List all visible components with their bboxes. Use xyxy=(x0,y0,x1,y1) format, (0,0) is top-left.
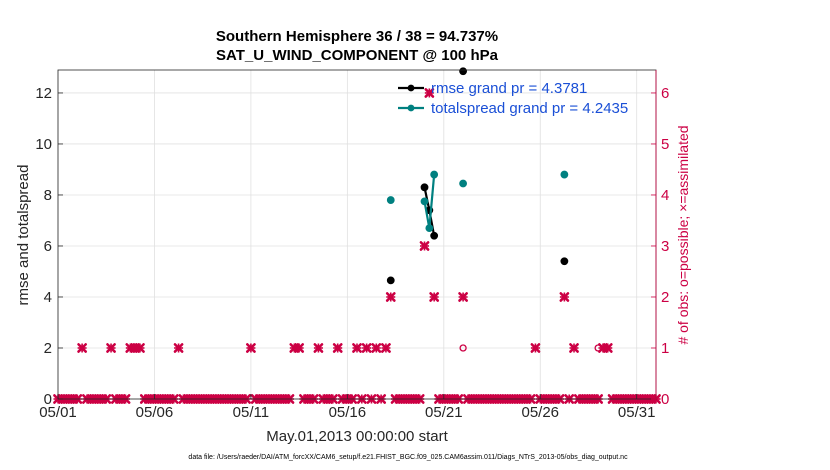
y-left-tick-label: 6 xyxy=(44,238,52,255)
chart-title-line1: Southern Hemisphere 36 / 38 = 94.737% xyxy=(216,28,498,45)
obs-assimilated-marker xyxy=(530,343,541,353)
x-tick-label: 05/11 xyxy=(233,404,269,421)
rmse-point xyxy=(430,231,439,240)
legend-rmse-label: rmse grand pr = 4.3781 xyxy=(431,80,587,97)
obs-assimilated-marker xyxy=(352,343,362,353)
x-axis-label: May.01,2013 00:00:00 start xyxy=(266,428,448,445)
obs-assimilated-marker xyxy=(361,343,372,353)
obs-assimilated-marker xyxy=(173,343,184,353)
legend-totalspread-label: totalspread grand pr = 4.2435 xyxy=(431,100,628,117)
obs-assimilated-marker xyxy=(294,343,305,353)
x-tick-label: 05/01 xyxy=(39,404,77,421)
y-axis-right: 0 1 2 3 4 5 6 xyxy=(651,85,669,408)
obs-possible-marker xyxy=(594,344,602,352)
obs-assimilated-marker xyxy=(106,343,116,353)
legend: rmse grand pr = 4.3781 totalspread grand … xyxy=(398,80,628,117)
totalspread-point xyxy=(386,196,395,204)
data-file-footnote: data file: /Users/raeder/DAI/ATM_forcXX/… xyxy=(188,454,628,461)
obs-assimilated-marker xyxy=(559,292,570,302)
y-right-tick-label: 4 xyxy=(661,187,669,204)
totalspread-point xyxy=(459,179,467,188)
x-tick-label: 05/06 xyxy=(136,404,174,421)
y-axis-right-label: # of obs: o=possible; ×=assimilated xyxy=(675,125,691,344)
totalspread-point xyxy=(425,224,434,233)
x-tick-label: 05/21 xyxy=(425,404,463,421)
x-tick-label: 05/26 xyxy=(521,404,559,421)
y-right-tick-label: 1 xyxy=(661,340,669,357)
y-right-tick-label: 5 xyxy=(661,136,669,153)
rmse-point xyxy=(420,183,429,192)
obs-assimilated-marker xyxy=(77,343,88,353)
y-left-tick-label: 0 xyxy=(44,391,52,408)
y-right-tick-label: 3 xyxy=(661,238,669,255)
obs-assimilated-marker xyxy=(313,343,324,353)
obs-possible-marker xyxy=(459,344,467,352)
obs-assimilated-marker xyxy=(458,292,468,302)
obs-assimilated-marker xyxy=(429,292,440,302)
y-right-tick-label: 0 xyxy=(661,391,669,408)
y-left-tick-label: 12 xyxy=(35,85,52,102)
y-axis-left-label: rmse and totalspread xyxy=(15,165,32,306)
rmse-point xyxy=(459,67,467,76)
totalspread-point xyxy=(560,170,569,179)
y-right-tick-label: 2 xyxy=(661,289,669,306)
y-axis-left: 0 2 4 6 8 10 12 xyxy=(35,85,63,408)
x-axis: 05/01 05/06 05/11 05/16 05/21 05/26 05/31 xyxy=(39,394,655,421)
x-tick-label: 05/31 xyxy=(618,404,656,421)
legend-totalspread-marker xyxy=(407,104,415,112)
obs-assimilated-marker xyxy=(385,292,396,302)
obs-assimilated-marker xyxy=(381,343,391,353)
obs-assimilated-marker xyxy=(424,88,435,98)
obs-assimilated-marker xyxy=(135,343,145,353)
totalspread-point xyxy=(420,197,429,206)
obs-assimilated-marker xyxy=(602,343,613,353)
y-left-tick-label: 2 xyxy=(44,340,52,357)
obs-assimilated-marker xyxy=(371,343,382,353)
y-right-tick-label: 6 xyxy=(661,85,669,102)
obs-assimilated-marker xyxy=(419,241,430,251)
totalspread-point xyxy=(430,170,439,179)
y-left-tick-label: 10 xyxy=(35,136,52,153)
rmse-point xyxy=(386,276,395,285)
series-layer xyxy=(386,67,569,285)
x-tick-label: 05/16 xyxy=(329,404,367,421)
y-left-tick-label: 4 xyxy=(44,289,52,306)
chart-title-line2: SAT_U_WIND_COMPONENT @ 100 hPa xyxy=(216,47,499,64)
y-left-tick-label: 8 xyxy=(44,187,52,204)
obs-assimilated-marker xyxy=(246,343,256,353)
obs-assimilated-marker xyxy=(332,343,343,353)
rmse-point xyxy=(560,257,569,266)
legend-rmse-marker xyxy=(407,84,415,92)
obs-assimilated-marker xyxy=(569,343,579,353)
